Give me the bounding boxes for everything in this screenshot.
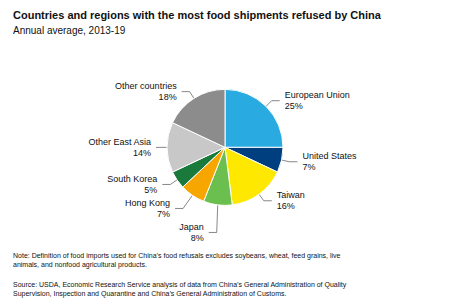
svg-text:8%: 8%: [191, 233, 204, 243]
svg-text:Hong Kong: Hong Kong: [125, 198, 170, 208]
svg-text:14%: 14%: [133, 148, 151, 158]
svg-text:Annual average, 2013-19: Annual average, 2013-19: [13, 25, 126, 36]
svg-text:Other countries: Other countries: [115, 81, 177, 91]
svg-text:European Union: European Union: [285, 90, 350, 100]
svg-text:25%: 25%: [285, 101, 303, 111]
svg-text:South Korea: South Korea: [107, 174, 157, 184]
svg-text:United States: United States: [302, 151, 357, 161]
svg-text:7%: 7%: [157, 209, 170, 219]
svg-text:Countries and regions with the: Countries and regions with the most food…: [13, 9, 382, 21]
svg-text:18%: 18%: [159, 92, 177, 102]
svg-text:5%: 5%: [144, 185, 157, 195]
svg-text:Source: USDA, Economic Researc: Source: USDA, Economic Research Service …: [13, 281, 347, 289]
svg-text:Japan: Japan: [179, 222, 204, 232]
svg-text:Note: Definition of food impor: Note: Definition of food imports used fo…: [13, 252, 341, 260]
svg-text:animals, and nonfood agricultu: animals, and nonfood agricultural produc…: [13, 261, 147, 269]
svg-text:7%: 7%: [302, 162, 315, 172]
svg-text:Supervision, Inspection and Qu: Supervision, Inspection and Quarantine a…: [13, 290, 286, 298]
svg-text:Taiwan: Taiwan: [277, 190, 305, 200]
svg-text:16%: 16%: [277, 201, 295, 211]
svg-text:Other East Asia: Other East Asia: [88, 137, 151, 147]
